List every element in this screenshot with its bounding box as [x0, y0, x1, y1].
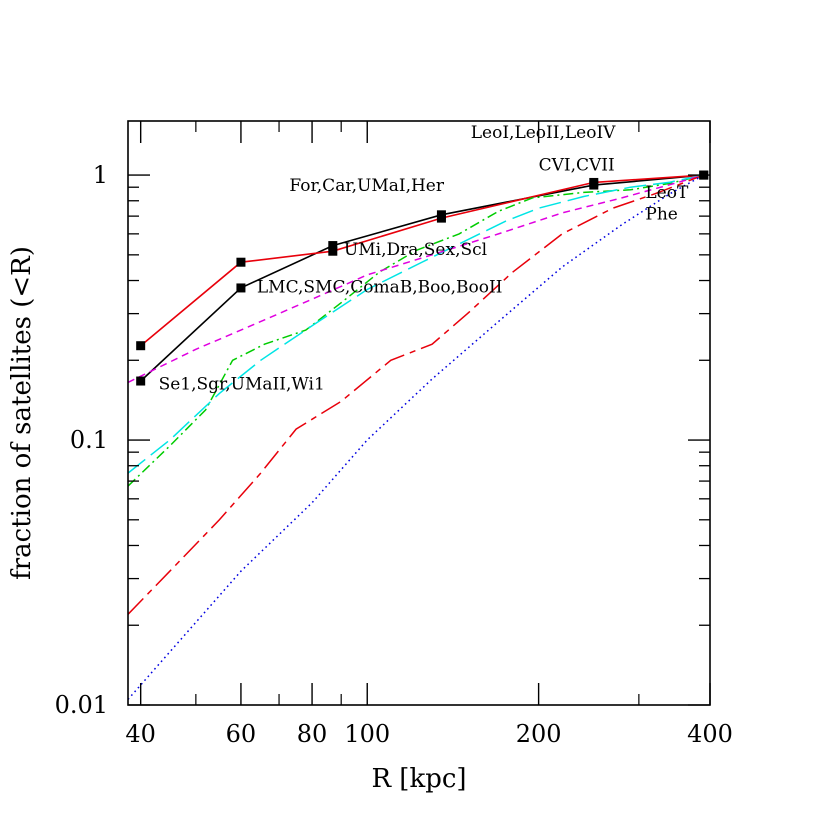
series-line-short-dash — [127, 174, 704, 384]
y-tick-label: 0.1 — [70, 426, 108, 454]
x-axis-title: R [kpc] — [371, 764, 466, 794]
x-tick-label: 200 — [516, 720, 562, 748]
x-tick-label: 100 — [344, 720, 390, 748]
data-point-marker — [328, 246, 338, 256]
annotation-label: CVI,CVII — [539, 156, 615, 176]
x-tick-label: 80 — [297, 720, 328, 748]
x-tick-label: 40 — [125, 720, 156, 748]
data-point-marker — [589, 177, 599, 187]
y-tick-label: 1 — [93, 161, 108, 189]
annotation-label: LMC,SMC,ComaB,Boo,BooII — [257, 278, 503, 298]
data-point-marker — [436, 213, 446, 223]
series-line-solid-with-squares — [140, 174, 704, 382]
annotation-label: Se1,Sgr,UMaII,Wi1 — [159, 375, 325, 395]
plot-frame — [127, 120, 711, 706]
data-point-marker — [328, 241, 338, 251]
annotation-label: UMi,Dra,Sex,Scl — [344, 240, 487, 260]
data-point-marker — [136, 376, 146, 386]
data-point-marker — [136, 341, 146, 351]
series-layer — [127, 174, 705, 700]
tick-label-layer: 40 60 80 100 200 400 0.01 0.1 1 — [55, 161, 733, 748]
data-point-marker — [236, 283, 246, 293]
annotation-layer: LeoI,LeoII,LeoIV For,Car,UMaI,Her CVI,CVII… — [159, 123, 689, 395]
annotation-label: LeoT — [645, 183, 689, 203]
series-line-long-short-dash — [127, 174, 704, 615]
annotation-label: LeoI,LeoII,LeoIV — [471, 123, 616, 143]
annotation-label: Phe — [645, 204, 677, 224]
annotation-label: For,Car,UMaI,Her — [289, 176, 444, 196]
series-line-dotted — [127, 174, 705, 700]
y-axis-title: fraction of satellites (<R) — [7, 246, 37, 580]
data-point-marker — [236, 257, 246, 267]
series-line-solid-with-squares — [140, 174, 704, 347]
y-tick-label: 0.01 — [55, 691, 108, 719]
x-tick-label: 400 — [687, 720, 733, 748]
x-tick-label: 60 — [226, 720, 257, 748]
series-line-long-dash — [127, 174, 704, 474]
tick-layer — [128, 121, 711, 706]
